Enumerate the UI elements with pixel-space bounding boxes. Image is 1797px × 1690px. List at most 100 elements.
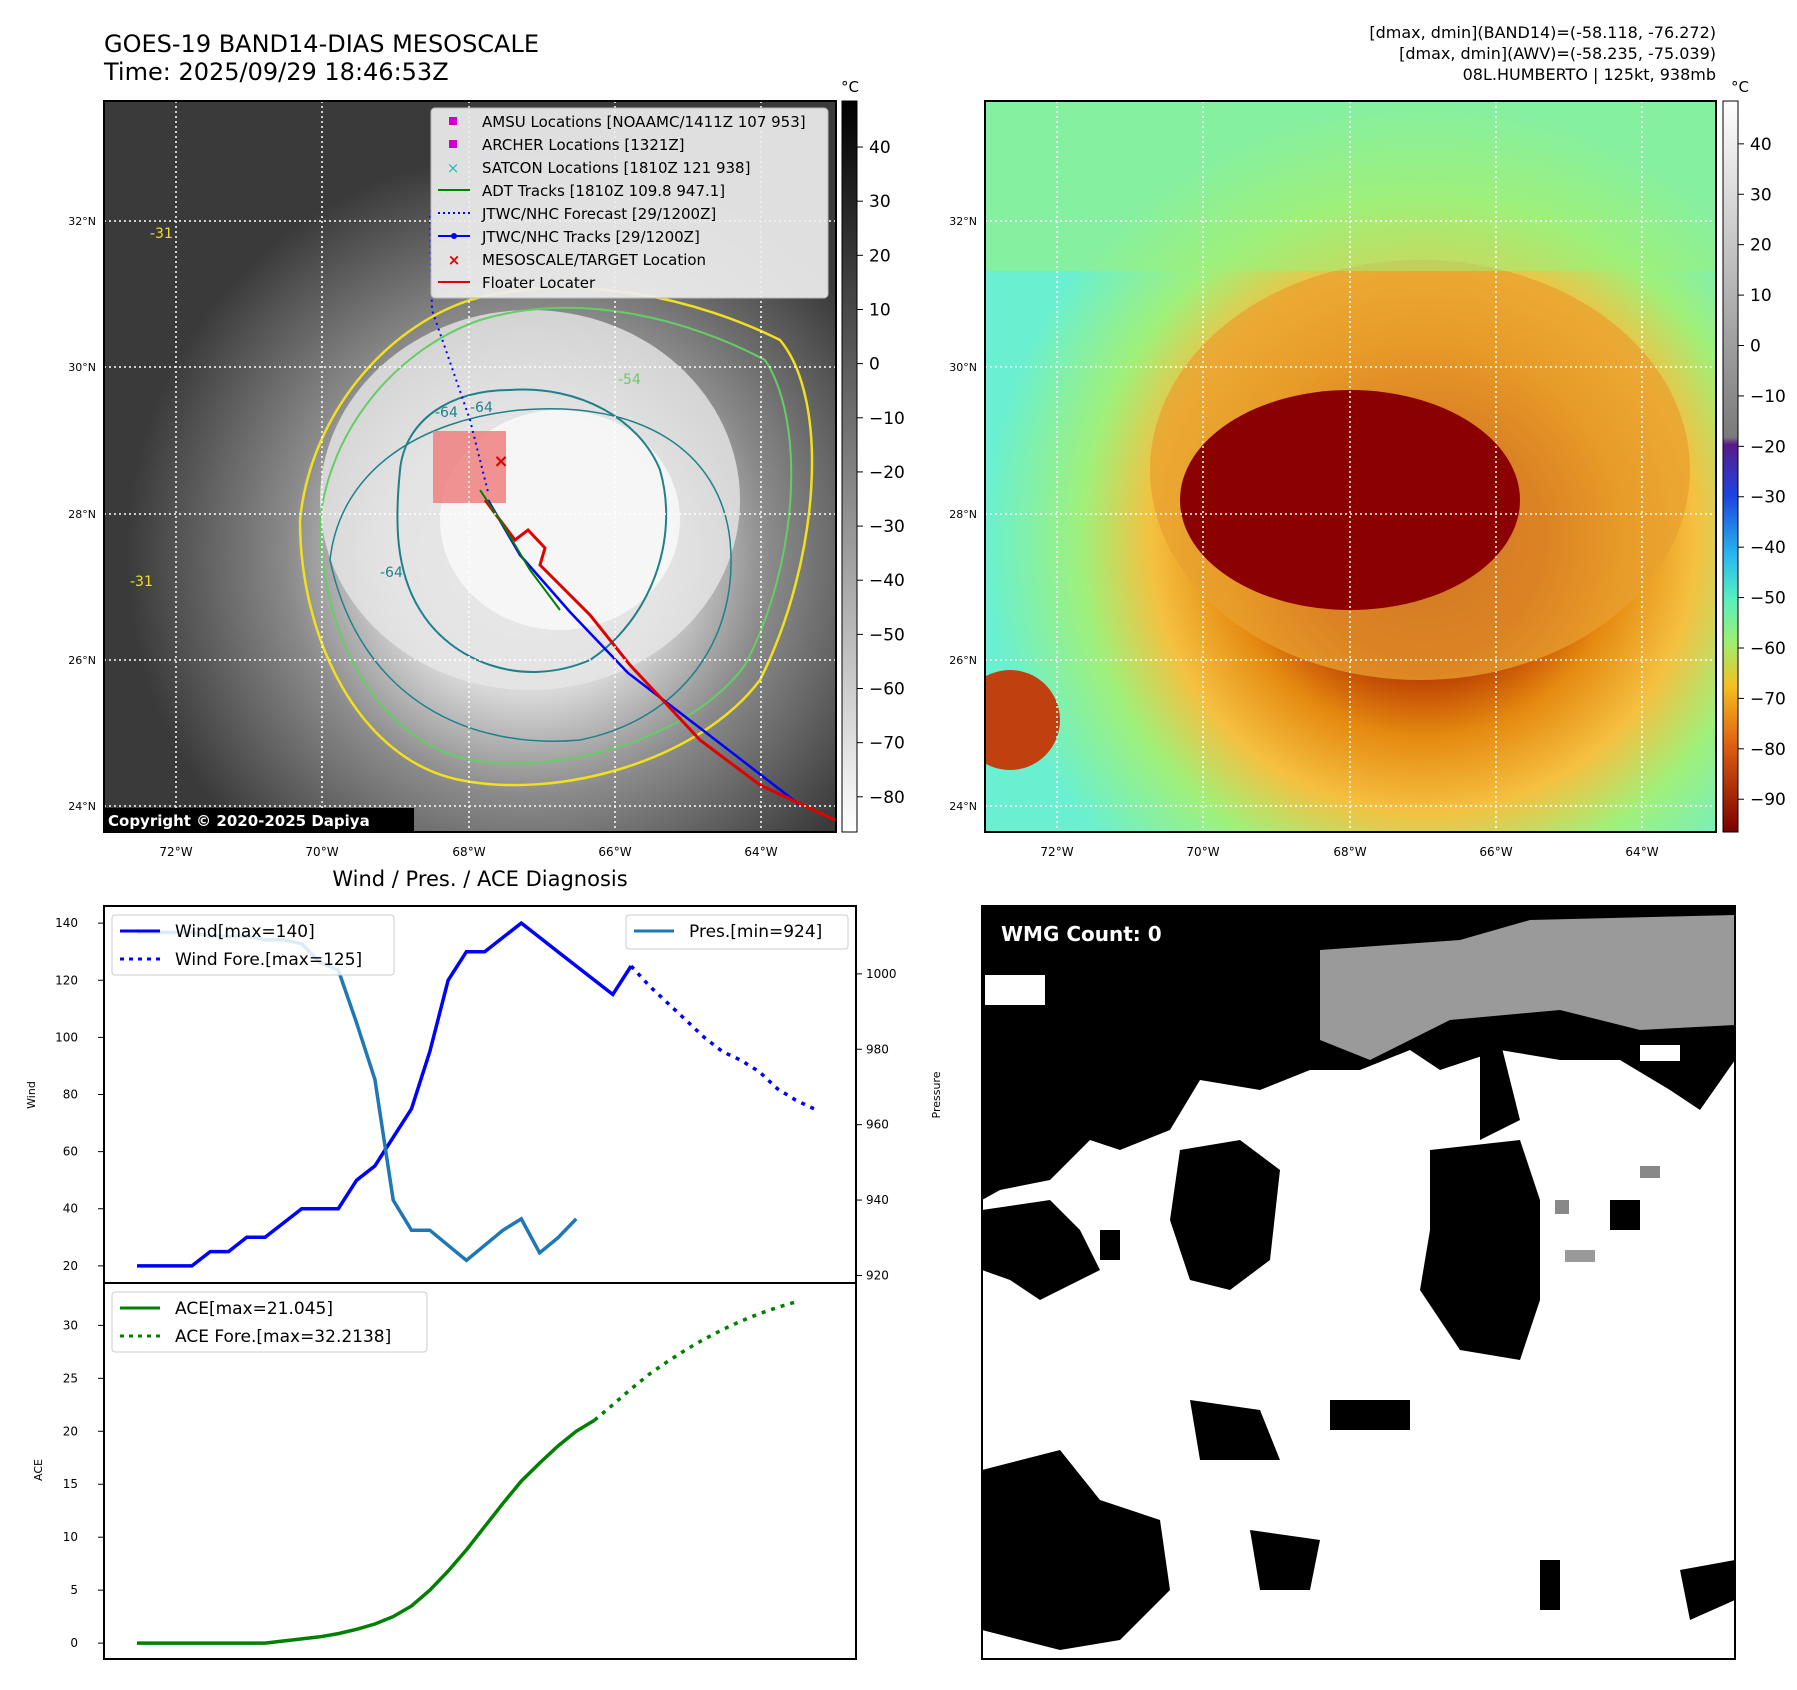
lon-label-66: 66°W xyxy=(598,845,631,859)
adt-track xyxy=(479,489,561,611)
wv-lat-label-28: 28°N xyxy=(949,508,977,521)
ace-series-line-0 xyxy=(137,1418,596,1645)
color-colorbar-tick-label: −30 xyxy=(1750,488,1786,508)
ace-legend: ACE[max=21.045] ACE Fore.[max=32.2138] xyxy=(111,1291,428,1353)
gray-colorbar-tick-label: 30 xyxy=(869,192,891,212)
wmg-count-label: WMG Count: 0 xyxy=(1001,922,1162,946)
color-colorbar-tick-label: −80 xyxy=(1750,740,1786,760)
contour-teal xyxy=(396,388,668,673)
ace-y-tick-label: 15 xyxy=(63,1477,78,1491)
ace-y-ticks: 30 25 20 15 10 5 0 xyxy=(63,1318,104,1650)
color-colorbar-unit: °C xyxy=(1731,78,1749,96)
ace-fore-legend-label: ACE Fore.[max=32.2138] xyxy=(175,1327,391,1347)
series-line-1 xyxy=(629,964,815,1111)
info-band14: [dmax, dmin](BAND14)=(-58.118, -76.272) xyxy=(1369,23,1716,42)
color-colorbar-tick-label: 30 xyxy=(1750,185,1772,205)
color-colorbar-tick-label: 20 xyxy=(1750,236,1772,256)
lon-label-68: 68°W xyxy=(452,845,485,859)
wv-lat-labels: 32°N 30°N 28°N 26°N 24°N xyxy=(949,215,977,813)
color-colorbar-ticks: 40 30 20 10 0 −10 −20 −30 −40 −50 −60 −70 −80 −90 xyxy=(1738,135,1786,810)
pres-legend: Pres.[min=924] xyxy=(625,914,849,950)
contour-label-6: -31 xyxy=(150,226,173,242)
ace-y-tick-label: 5 xyxy=(70,1583,78,1597)
gray-colorbar-tick-label: 0 xyxy=(869,355,880,375)
wv-lon-labels: 72°W 70°W 68°W 66°W 64°W xyxy=(1040,845,1658,859)
floater-track xyxy=(483,499,836,822)
gray-colorbar-tick-label: 10 xyxy=(869,300,891,320)
ace-y-tick-label: 10 xyxy=(63,1530,78,1544)
legend-forecast: JTWC/NHC Forecast [29/1200Z] xyxy=(481,205,716,223)
color-colorbar-tick-label: −60 xyxy=(1750,639,1786,659)
wind-legend-label: Wind[max=140] xyxy=(175,922,315,942)
contour-label-5: -31 xyxy=(130,574,153,590)
figure-title: GOES-19 BAND14-DIAS MESOSCALE xyxy=(104,30,539,58)
gray-colorbar-tick-label: −80 xyxy=(869,788,905,808)
wv-map-panel: 32°N 30°N 28°N 26°N 24°N 72°W 70°W 68°W … xyxy=(949,78,1786,859)
wind-legend: Wind[max=140] Wind Fore.[max=125] xyxy=(111,914,395,976)
wv-lat-label-24: 24°N xyxy=(949,800,977,813)
wind-fore-legend-label: Wind Fore.[max=125] xyxy=(175,950,362,970)
color-colorbar-tick-label: −10 xyxy=(1750,387,1786,407)
wind-y-tick-label: 20 xyxy=(63,1259,78,1273)
gray-colorbar-tick-label: 20 xyxy=(869,246,891,266)
ace-y-tick-label: 0 xyxy=(70,1636,78,1650)
lat-label-26: 26°N xyxy=(68,654,96,667)
lon-label-72: 72°W xyxy=(159,845,192,859)
ace-ylabel: ACE xyxy=(32,1459,45,1481)
color-colorbar-tick-label: 10 xyxy=(1750,286,1772,306)
legend-adt: ADT Tracks [1810Z 109.8 947.1] xyxy=(482,182,725,200)
lon-label-64: 64°W xyxy=(744,845,777,859)
wv-lon-label-70: 70°W xyxy=(1186,845,1219,859)
color-colorbar-tick-label: −40 xyxy=(1750,538,1786,558)
copyright-box xyxy=(104,808,414,832)
legend-satcon: SATCON Locations [1810Z 121 938] xyxy=(482,159,750,177)
contour-label-4: -54 xyxy=(618,372,641,388)
wv-gridlines xyxy=(985,101,1716,832)
legend-archer-marker xyxy=(449,140,457,148)
wv-frame xyxy=(984,100,1717,833)
wv-lat-label-30: 30°N xyxy=(949,361,977,374)
diagnosis-title: Wind / Pres. / ACE Diagnosis xyxy=(332,867,627,891)
gray-colorbar-unit: °C xyxy=(841,78,859,96)
legend-archer: ARCHER Locations [1321Z] xyxy=(482,136,685,154)
ir-map-panel: × -64 -64 -64 -54 -31 -31 Copyright © 20… xyxy=(68,78,905,859)
copyright-text: Copyright © 2020-2025 Dapiya xyxy=(108,812,370,830)
info-awv: [dmax, dmin](AWV)=(-58.235, -75.039) xyxy=(1399,44,1716,63)
gray-colorbar xyxy=(841,100,858,833)
ir-frame xyxy=(103,100,837,833)
pressure-y-tick-label: 980 xyxy=(866,1042,889,1056)
gray-colorbar-ticks: 40 30 20 10 0 −10 −20 −30 −40 −50 −60 −70 −80 xyxy=(857,138,905,808)
contour-label-2: -64 xyxy=(380,565,403,581)
lat-label-24: 24°N xyxy=(68,800,96,813)
wmg-panel: WMG Count: 0 xyxy=(981,905,1736,1660)
wind-y-tick-label: 120 xyxy=(55,973,78,987)
color-colorbar-tick-label: −70 xyxy=(1750,689,1786,709)
wmg-gray-areas xyxy=(1320,915,1735,1262)
pressure-y-ticks: 1000 980 960 940 920 xyxy=(856,967,897,1282)
color-colorbar xyxy=(1722,100,1739,833)
wmg-frame xyxy=(981,905,1736,1660)
wv-cold-core xyxy=(1180,390,1520,610)
gray-colorbar-tick-label: −30 xyxy=(869,517,905,537)
wv-lon-label-72: 72°W xyxy=(1040,845,1073,859)
wv-lon-label-66: 66°W xyxy=(1479,845,1512,859)
ir-lat-labels: 32°N 30°N 28°N 26°N 24°N xyxy=(68,215,96,813)
wv-lat-label-26: 26°N xyxy=(949,654,977,667)
pressure-y-tick-label: 1000 xyxy=(866,967,897,981)
wv-lat-label-32: 32°N xyxy=(949,215,977,228)
gray-colorbar-tick-label: −40 xyxy=(869,571,905,591)
pressure-y-tick-label: 940 xyxy=(866,1193,889,1207)
series-line-0 xyxy=(137,920,633,1268)
pressure-y-tick-label: 920 xyxy=(866,1268,889,1282)
wind-y-tick-label: 80 xyxy=(63,1088,78,1102)
color-colorbar-tick-label: −50 xyxy=(1750,589,1786,609)
lat-label-30: 30°N xyxy=(68,361,96,374)
wind-y-tick-label: 140 xyxy=(55,916,78,930)
legend-amsu-marker xyxy=(449,117,457,125)
wv-lon-label-68: 68°W xyxy=(1333,845,1366,859)
ace-y-tick-label: 20 xyxy=(63,1424,78,1438)
gray-colorbar-tick-label: −70 xyxy=(869,734,905,754)
figure-time: Time: 2025/09/29 18:46:53Z xyxy=(103,58,449,86)
color-colorbar-tick-label: 40 xyxy=(1750,135,1772,155)
